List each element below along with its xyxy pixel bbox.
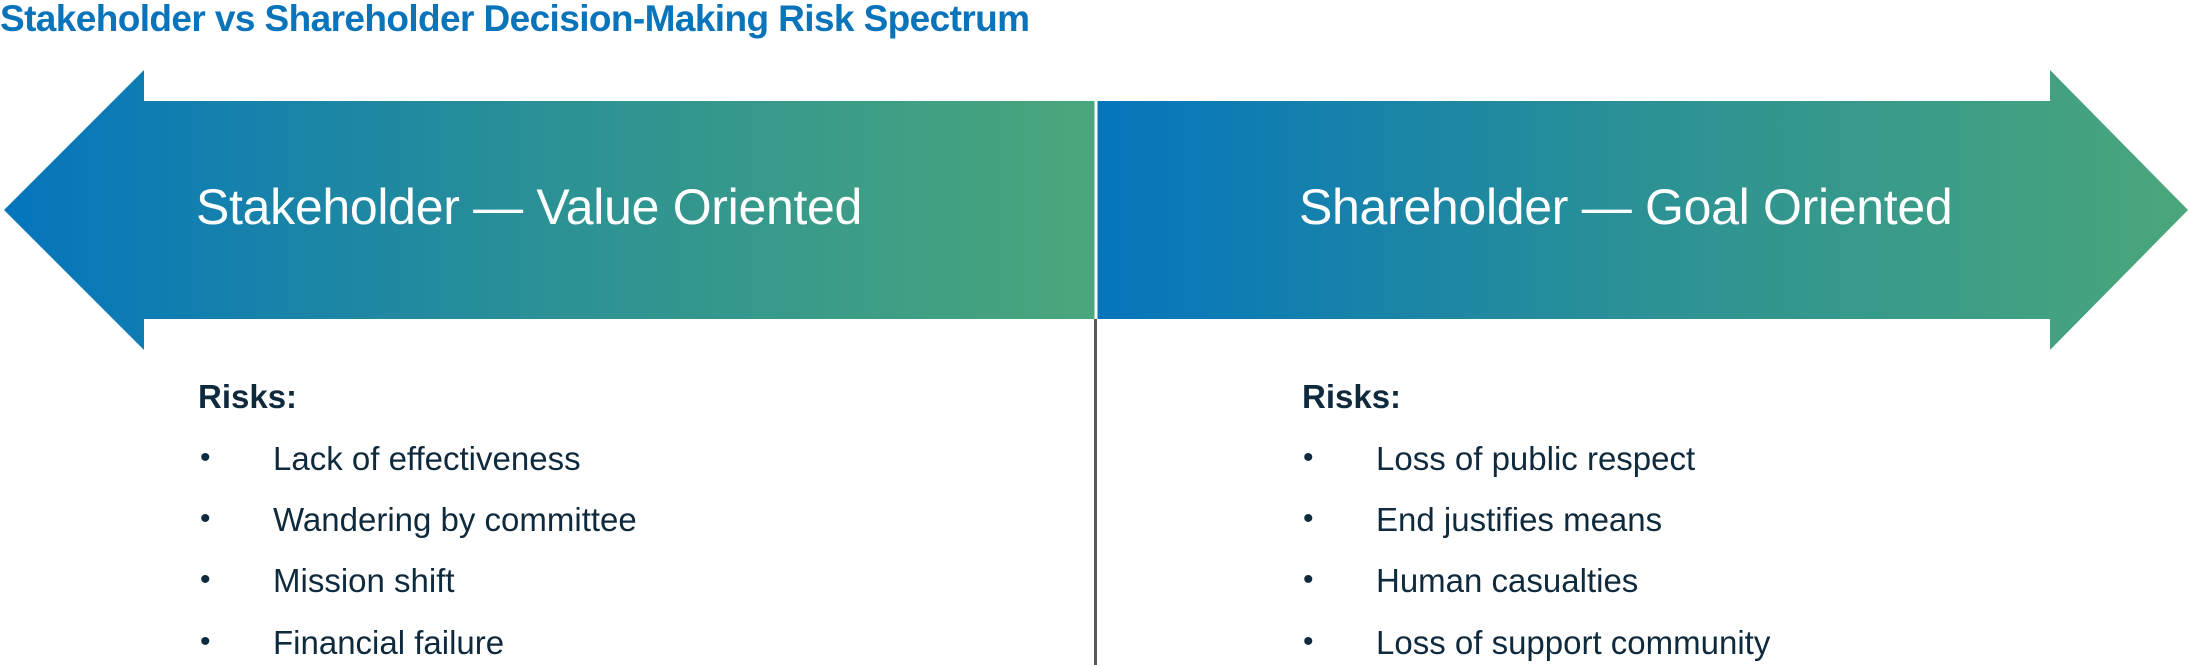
- risks-label: Risks:: [1302, 378, 1402, 415]
- left-arrow: [4, 70, 1096, 350]
- list-item: Mission shift: [273, 562, 455, 599]
- list-item: Wandering by committee: [273, 501, 637, 538]
- bullet-icon: •: [200, 502, 211, 535]
- bullet-icon: •: [200, 563, 211, 596]
- bullet-icon: •: [200, 625, 211, 658]
- right-arrow: [1096, 70, 2188, 350]
- bullet-icon: •: [1303, 502, 1314, 535]
- list-item: End justifies means: [1376, 501, 1663, 538]
- list-item: Lack of effectiveness: [273, 440, 581, 477]
- list-item: Loss of support community: [1376, 624, 1771, 661]
- list-item: Financial failure: [273, 624, 505, 661]
- risks-label: Risks:: [198, 378, 298, 415]
- bullet-icon: •: [1303, 625, 1314, 658]
- list-item: Human casualties: [1376, 562, 1639, 599]
- right-heading: Shareholder — Goal Oriented: [1299, 179, 1953, 235]
- bullet-icon: •: [1303, 441, 1314, 474]
- center-divider: [1094, 319, 1097, 665]
- diagram-title: Stakeholder vs Shareholder Decision-Maki…: [0, 0, 1030, 39]
- list-item: Loss of public respect: [1376, 440, 1696, 477]
- bullet-icon: •: [200, 441, 211, 474]
- left-heading: Stakeholder — Value Oriented: [196, 179, 863, 235]
- bullet-icon: •: [1303, 563, 1314, 596]
